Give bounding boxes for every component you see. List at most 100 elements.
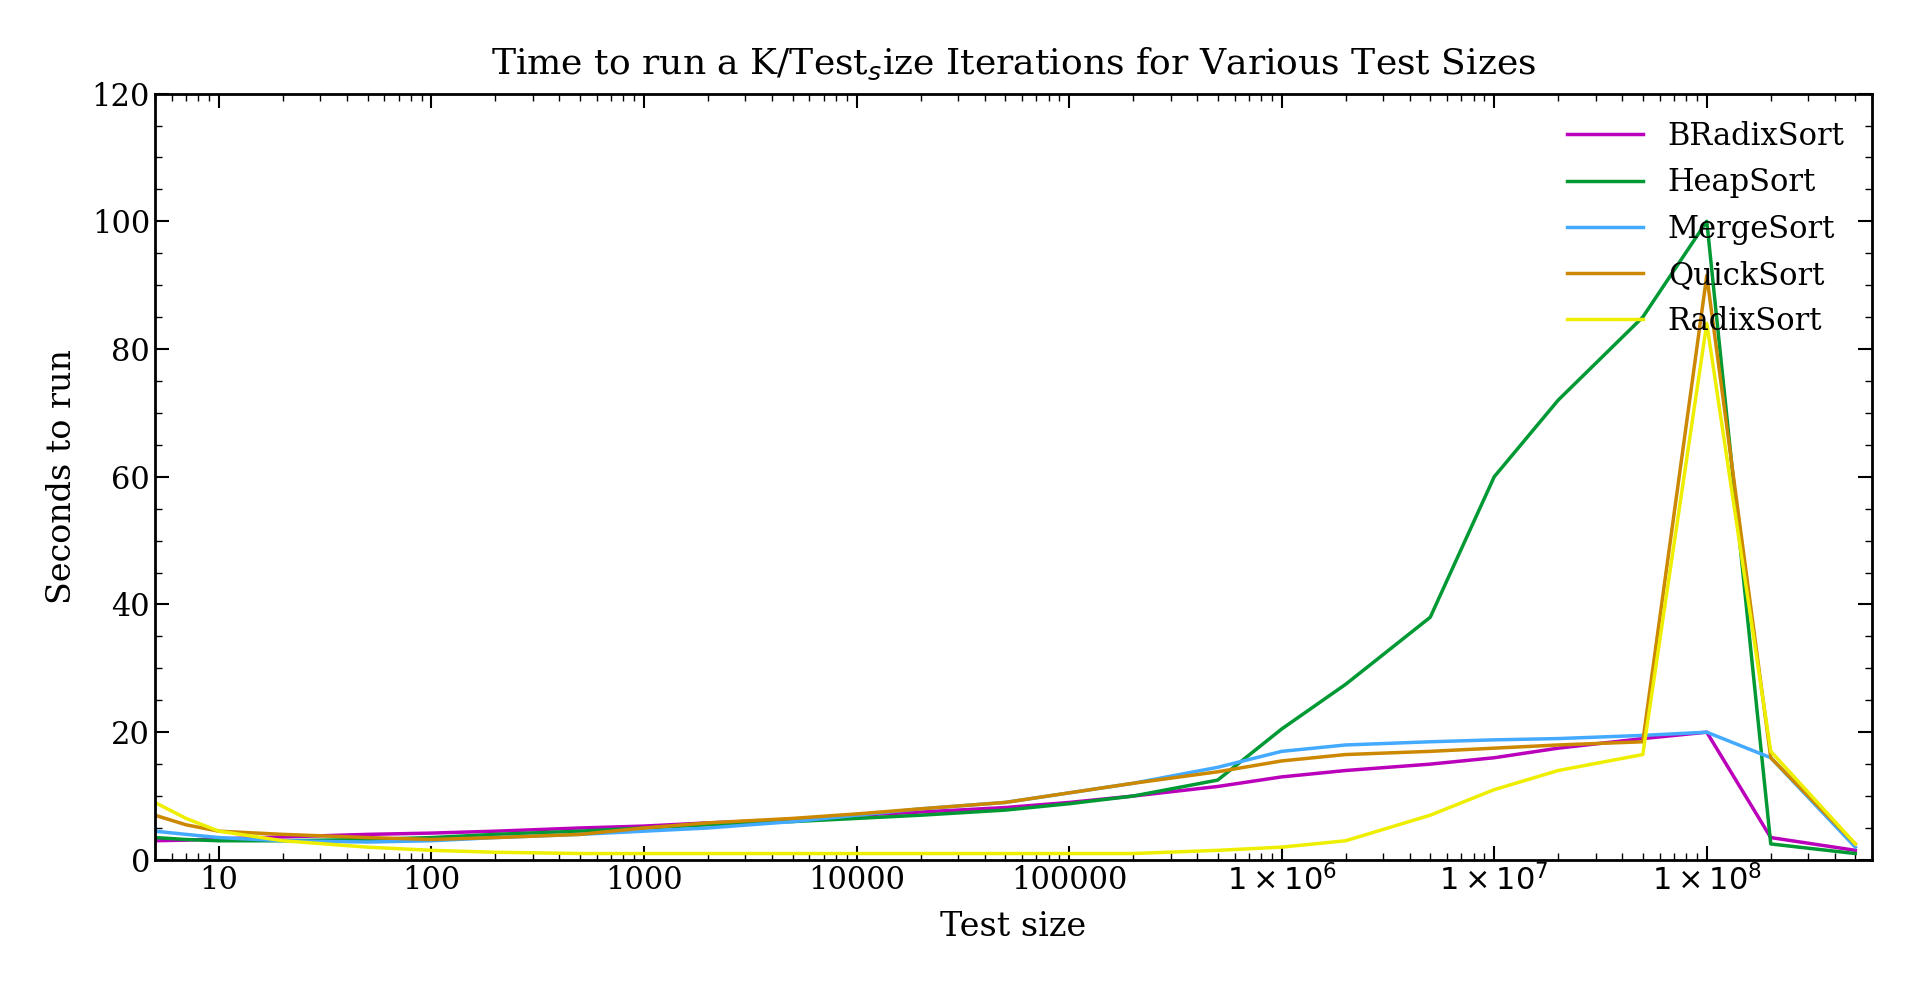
BRadixSort (1270, 771, 1293, 783)
HeapSort (1696, 216, 1719, 227)
HeapSort (696, 819, 719, 831)
QuickSort (1270, 755, 1293, 766)
QuickSort (1419, 746, 1442, 758)
HeapSort (144, 832, 167, 844)
MergeSort (846, 809, 869, 821)
QuickSort (1206, 765, 1229, 777)
RadixSort (846, 848, 869, 859)
RadixSort (1696, 317, 1719, 329)
MergeSort (1632, 730, 1655, 742)
RadixSort (1759, 746, 1782, 758)
BRadixSort (1483, 752, 1506, 764)
HeapSort (1057, 798, 1080, 810)
QuickSort (994, 796, 1017, 808)
HeapSort (909, 809, 932, 821)
MergeSort (272, 835, 295, 847)
BRadixSort (1335, 764, 1358, 776)
Line: MergeSort: MergeSort (155, 732, 1855, 848)
HeapSort (420, 832, 443, 844)
BRadixSort (420, 827, 443, 839)
MergeSort (420, 835, 443, 847)
MergeSort (1759, 752, 1782, 764)
HeapSort (1843, 848, 1866, 859)
HeapSort (633, 822, 656, 834)
RadixSort (1632, 749, 1655, 761)
BRadixSort (568, 822, 591, 834)
HeapSort (1546, 395, 1569, 406)
Y-axis label: Seconds to run: Seconds to run (46, 349, 79, 604)
RadixSort (781, 848, 804, 859)
Line: BRadixSort: BRadixSort (155, 732, 1855, 851)
RadixSort (1419, 809, 1442, 821)
BRadixSort (1206, 780, 1229, 792)
QuickSort (633, 822, 656, 834)
MergeSort (1696, 726, 1719, 738)
BRadixSort (175, 834, 198, 846)
QuickSort (207, 825, 230, 837)
X-axis label: Test size: Test size (940, 911, 1088, 944)
QuickSort (568, 829, 591, 841)
MergeSort (1335, 739, 1358, 751)
QuickSort (1057, 787, 1080, 799)
MergeSort (144, 825, 167, 837)
QuickSort (846, 808, 869, 820)
QuickSort (1546, 739, 1569, 751)
QuickSort (1843, 838, 1866, 850)
BRadixSort (781, 814, 804, 826)
HeapSort (207, 835, 230, 847)
QuickSort (781, 813, 804, 825)
MergeSort (1483, 734, 1506, 746)
RadixSort (1270, 842, 1293, 854)
BRadixSort (1632, 733, 1655, 745)
QuickSort (696, 817, 719, 829)
RadixSort (1057, 848, 1080, 859)
RadixSort (272, 835, 295, 847)
BRadixSort (483, 825, 506, 837)
BRadixSort (272, 831, 295, 843)
BRadixSort (1419, 759, 1442, 770)
QuickSort (1483, 742, 1506, 754)
MergeSort (1057, 787, 1080, 799)
QuickSort (909, 803, 932, 815)
RadixSort (1206, 845, 1229, 856)
RadixSort (1335, 835, 1358, 847)
Line: RadixSort: RadixSort (155, 323, 1855, 854)
BRadixSort (994, 802, 1017, 814)
HeapSort (1122, 790, 1145, 802)
MergeSort (483, 832, 506, 844)
BRadixSort (1057, 796, 1080, 808)
QuickSort (272, 829, 295, 841)
BRadixSort (357, 829, 380, 841)
MergeSort (1419, 736, 1442, 748)
BRadixSort (1696, 726, 1719, 738)
Line: HeapSort: HeapSort (155, 222, 1855, 854)
BRadixSort (846, 809, 869, 821)
QuickSort (1335, 749, 1358, 761)
HeapSort (1270, 723, 1293, 735)
MergeSort (633, 825, 656, 837)
HeapSort (846, 813, 869, 825)
RadixSort (696, 848, 719, 859)
RadixSort (1483, 783, 1506, 795)
BRadixSort (1759, 832, 1782, 844)
HeapSort (568, 825, 591, 837)
HeapSort (994, 804, 1017, 816)
QuickSort (483, 832, 506, 844)
QuickSort (1122, 777, 1145, 789)
MergeSort (568, 829, 591, 841)
MergeSort (207, 832, 230, 844)
BRadixSort (144, 835, 167, 847)
HeapSort (1483, 471, 1506, 483)
RadixSort (420, 845, 443, 856)
Line: QuickSort: QuickSort (155, 276, 1855, 844)
MergeSort (175, 829, 198, 841)
HeapSort (272, 835, 295, 847)
QuickSort (357, 832, 380, 844)
HeapSort (357, 834, 380, 846)
HeapSort (1759, 838, 1782, 850)
BRadixSort (207, 833, 230, 845)
RadixSort (568, 848, 591, 859)
RadixSort (994, 848, 1017, 859)
Legend: BRadixSort, HeapSort, MergeSort, QuickSort, RadixSort: BRadixSort, HeapSort, MergeSort, QuickSo… (1555, 109, 1857, 349)
MergeSort (994, 796, 1017, 808)
